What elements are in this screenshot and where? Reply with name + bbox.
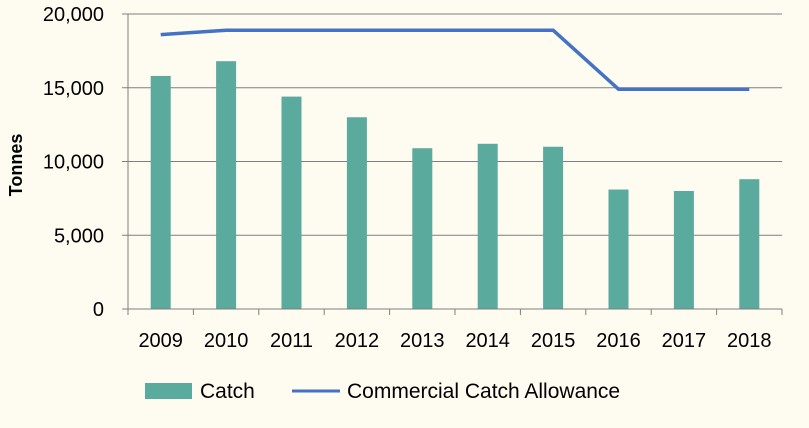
y-tick-label: 5,000 (54, 225, 104, 247)
bar-catch-2014 (477, 143, 498, 309)
x-tick-label: 2009 (138, 330, 183, 352)
x-tick-labels: 2009 2010 2011 2012 2013 2014 2015 2016 2017 2018 (138, 330, 771, 352)
x-tick-label: 2015 (531, 330, 576, 352)
y-tick-labels: 0 5,000 10,000 15,000 20,000 (43, 4, 104, 321)
y-axis-label: Tonnes (6, 134, 26, 197)
axes (122, 13, 783, 315)
bar-catch-2013 (412, 148, 433, 309)
x-tick-label: 2010 (204, 330, 249, 352)
y-tick-label: 0 (93, 299, 104, 321)
bar-catch-2011 (281, 96, 302, 309)
bar-catch-2015 (543, 146, 564, 309)
y-tick-label: 15,000 (43, 78, 104, 100)
legend-label-allowance: Commercial Catch Allowance (347, 380, 620, 403)
bars (150, 61, 760, 310)
gridlines (128, 13, 782, 236)
bar-catch-2017 (673, 191, 694, 309)
line-commercial-catch-allowance (160, 28, 750, 91)
x-tick-label: 2011 (270, 330, 313, 352)
x-tick-label: 2014 (465, 330, 510, 352)
y-tick-label: 10,000 (43, 152, 104, 174)
x-tick-label: 2018 (727, 330, 772, 352)
y-tick-label: 20,000 (43, 4, 104, 26)
bar-catch-2009 (150, 75, 171, 309)
bar-catch-2018 (739, 179, 760, 309)
bar-catch-2010 (216, 61, 237, 310)
x-tick-label: 2012 (335, 330, 380, 352)
x-tick-label: 2016 (596, 330, 641, 352)
x-tick-label: 2013 (400, 330, 445, 352)
legend-swatch-catch (145, 383, 192, 399)
legend-label-catch: Catch (200, 380, 255, 403)
legend: Catch Commercial Catch Allowance (145, 380, 620, 403)
x-tick-label: 2017 (662, 330, 707, 352)
bar-catch-2012 (346, 117, 367, 309)
line-series (160, 28, 750, 91)
bar-catch-2016 (608, 189, 629, 309)
